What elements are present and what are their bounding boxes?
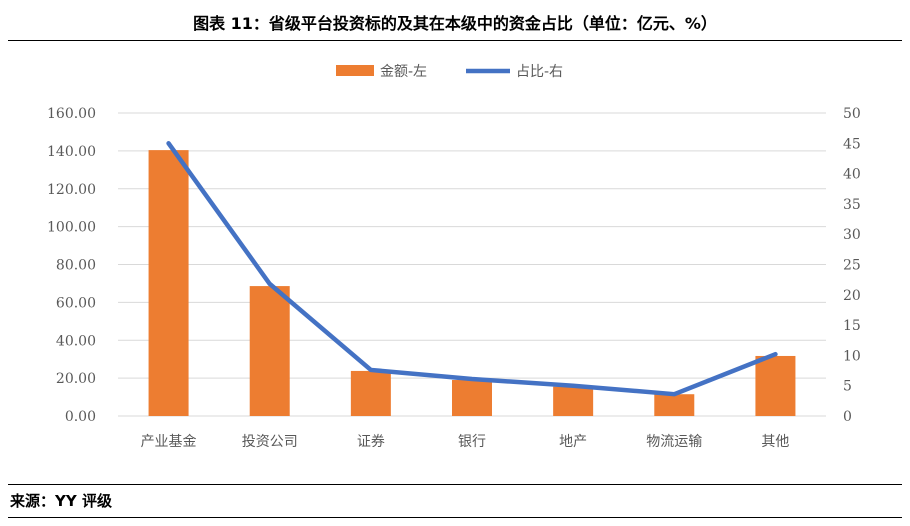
bar <box>654 394 695 416</box>
source-note: 来源：YY 评级 <box>10 492 112 510</box>
legend-bar-label: 金额-左 <box>380 64 427 80</box>
category-label: 银行 <box>458 434 486 450</box>
category-label: 地产 <box>559 434 587 450</box>
right-tick-label: 0 <box>843 409 852 425</box>
right-tick-label: 45 <box>843 136 861 152</box>
right-tick-label: 20 <box>843 288 861 304</box>
right-tick-label: 35 <box>843 197 861 213</box>
left-tick-label: 40.00 <box>56 333 96 349</box>
left-tick-label: 140.00 <box>47 144 96 160</box>
right-tick-label: 40 <box>843 167 861 183</box>
right-tick-label: 50 <box>843 106 861 122</box>
bottom-rule <box>8 517 902 518</box>
bar <box>452 380 492 416</box>
left-tick-label: 60.00 <box>56 295 96 311</box>
left-tick-label: 20.00 <box>56 371 96 387</box>
chart: 0.00 20.00 40.00 60.00 80.00 100.00 120.00 140.… <box>47 64 861 450</box>
left-tick-label: 160.00 <box>47 106 96 122</box>
legend-bar-swatch <box>336 65 374 76</box>
right-tick-label: 30 <box>843 227 861 243</box>
right-tick-label: 15 <box>843 318 861 334</box>
category-label: 证券 <box>357 434 385 450</box>
right-tick-label: 5 <box>843 379 852 395</box>
bar <box>755 355 796 416</box>
right-tick-label: 10 <box>843 348 861 364</box>
category-label: 产业基金 <box>141 433 197 450</box>
bar <box>249 286 290 416</box>
left-tick-label: 100.00 <box>47 220 96 236</box>
left-tick-label: 0.00 <box>65 409 96 425</box>
right-tick-label: 25 <box>843 258 861 274</box>
left-tick-label: 80.00 <box>56 258 96 274</box>
category-label: 其他 <box>761 434 789 450</box>
bar <box>553 386 594 416</box>
chart-title: 图表 11：省级平台投资标的及其在本级中的资金占比（单位：亿元、%） <box>193 14 717 33</box>
bar <box>350 370 391 416</box>
title-rule <box>8 40 902 41</box>
legend-line-label: 占比-右 <box>516 64 563 80</box>
left-tick-label: 120.00 <box>47 182 96 198</box>
footer-rule <box>8 484 902 485</box>
bar <box>148 150 189 416</box>
category-label: 物流运输 <box>646 434 702 450</box>
category-label: 投资公司 <box>242 434 298 450</box>
